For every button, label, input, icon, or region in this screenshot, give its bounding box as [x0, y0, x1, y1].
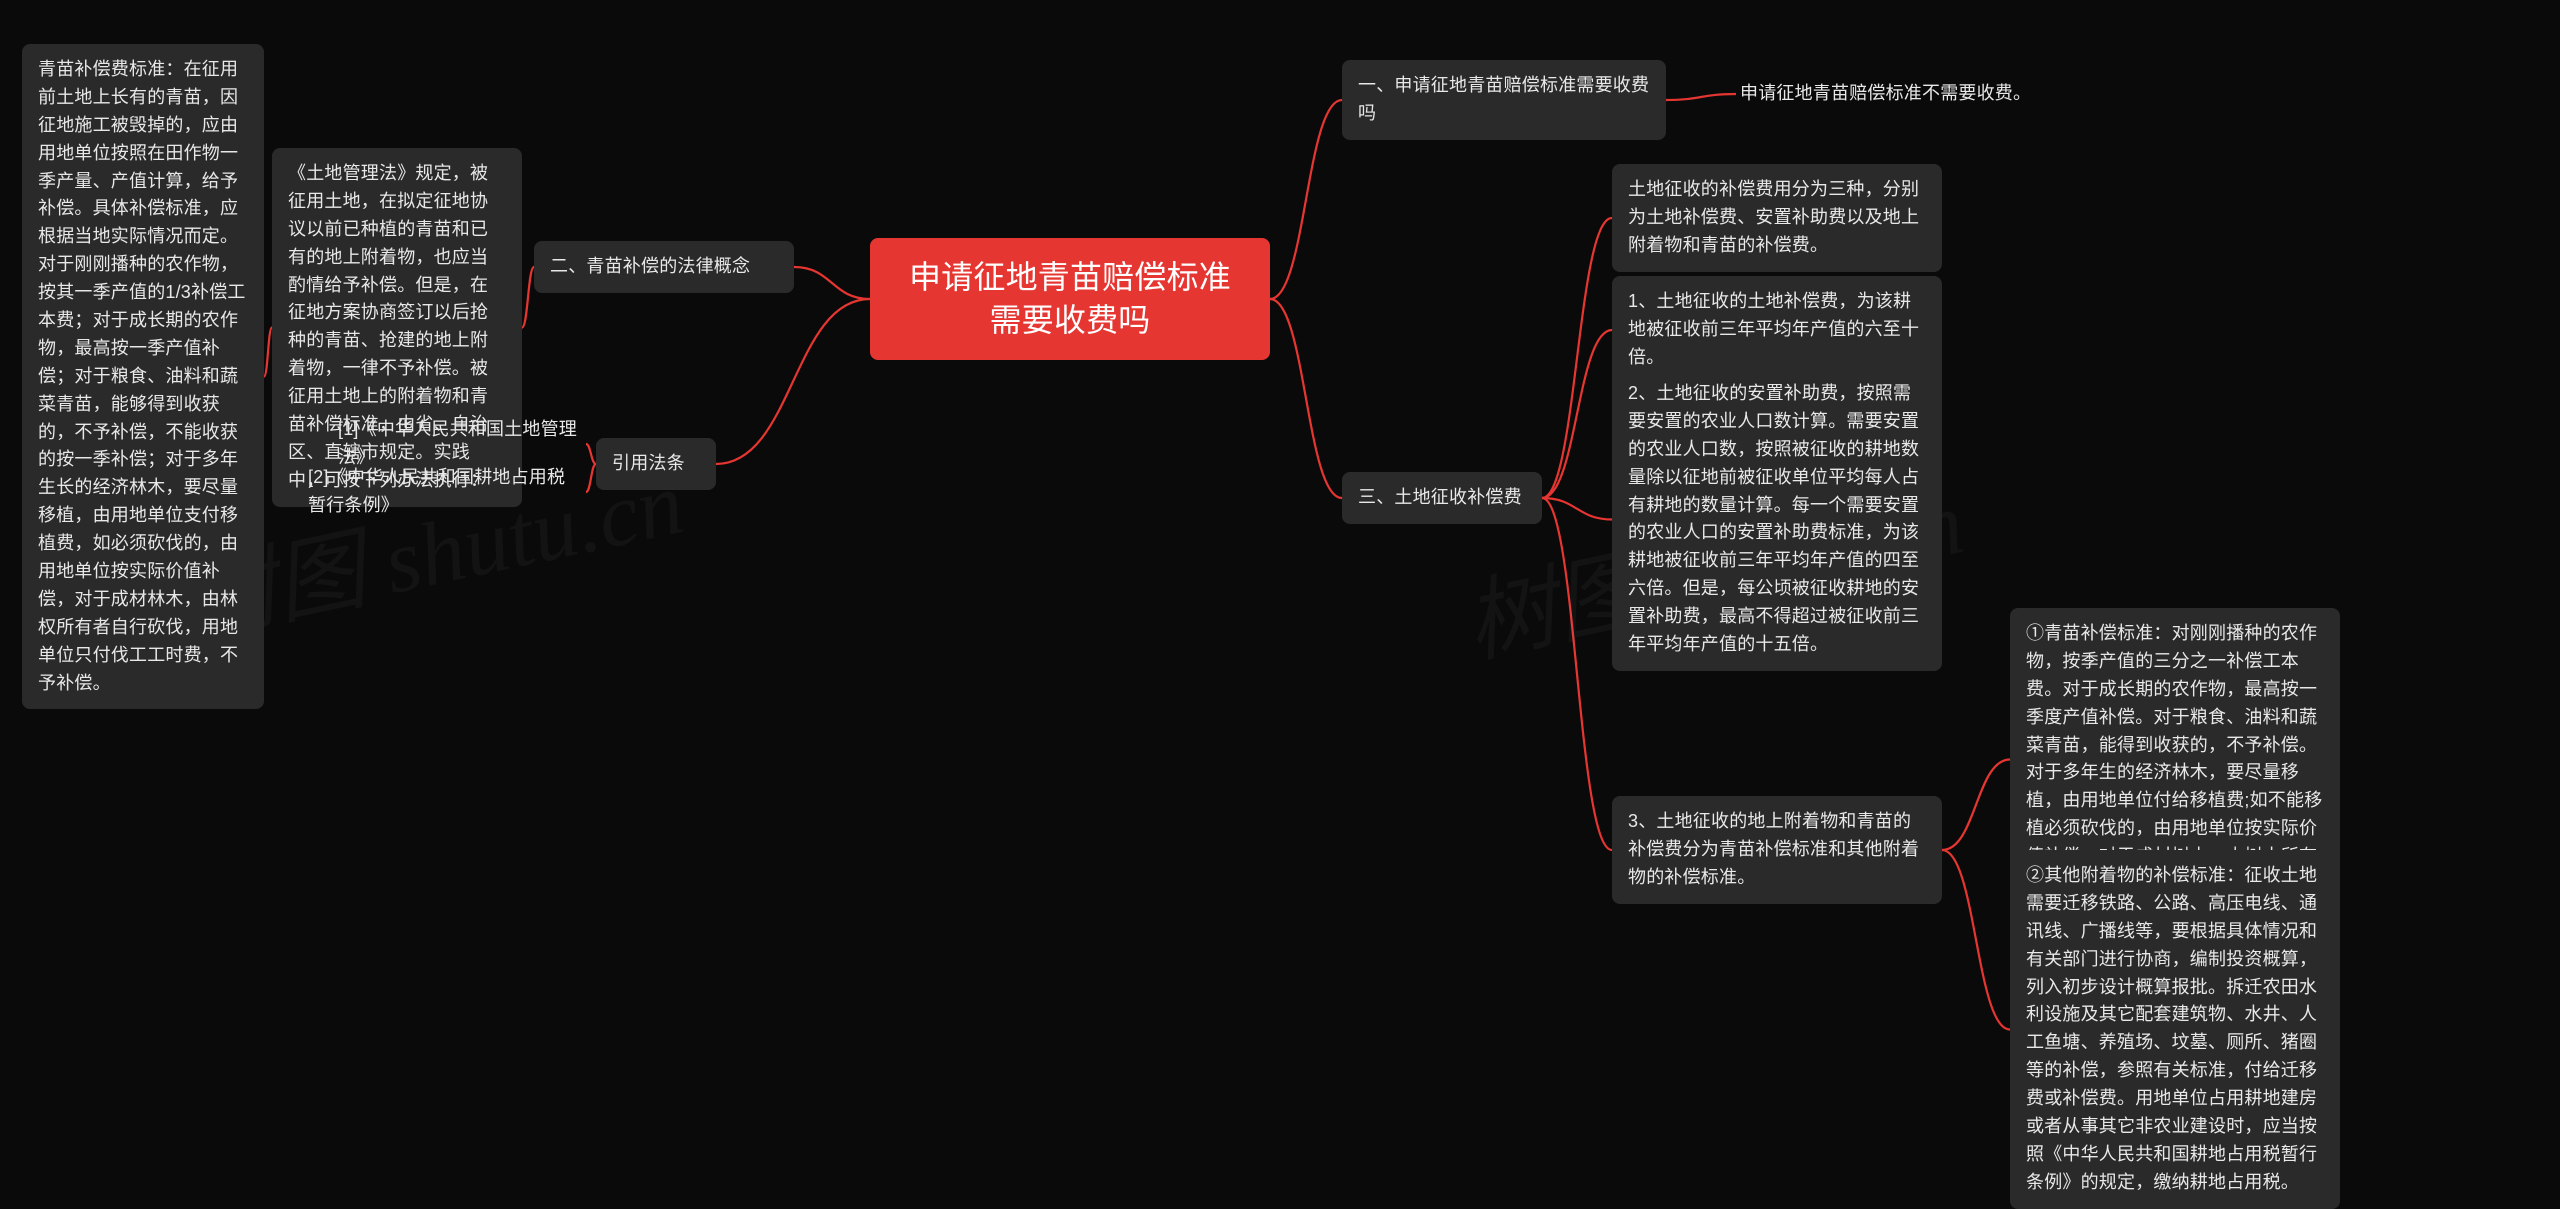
edge — [716, 299, 870, 464]
edge — [586, 464, 596, 492]
mindmap-canvas: 树图 shutu.cn 树图 shutu.cn 申请征地青苗赔偿标准需要收费吗 … — [0, 0, 2560, 1171]
node-citation-2[interactable]: [2]《中华人民共和国耕地占用税暂行条例》 — [304, 458, 586, 526]
node-comp-other-std[interactable]: ②其他附着物的补偿标准：征收土地需要迁移铁路、公路、高压电线、通讯线、广播线等，… — [2010, 850, 2340, 1209]
edge — [1942, 850, 2010, 1030]
node-comp-resettle[interactable]: 2、土地征收的安置补助费，按照需要安置的农业人口数计算。需要安置的农业人口数，按… — [1612, 368, 1942, 671]
node-answer-fee[interactable]: 申请征地青苗赔偿标准不需要收费。 — [1736, 74, 2036, 114]
edge — [1270, 299, 1342, 498]
edge — [586, 444, 596, 464]
node-compensation[interactable]: 三、土地征收补偿费 — [1342, 472, 1542, 524]
node-citation[interactable]: 引用法条 — [596, 438, 716, 490]
edge — [264, 328, 272, 377]
root-node[interactable]: 申请征地青苗赔偿标准需要收费吗 — [870, 238, 1270, 360]
edge — [794, 267, 870, 299]
node-question-fee[interactable]: 一、申请征地青苗赔偿标准需要收费吗 — [1342, 60, 1666, 140]
node-legal-concept[interactable]: 二、青苗补偿的法律概念 — [534, 241, 794, 293]
edge — [1942, 760, 2010, 851]
node-comp-attachments[interactable]: 3、土地征收的地上附着物和青苗的补偿费分为青苗补偿标准和其他附着物的补偿标准。 — [1612, 796, 1942, 904]
edge — [1542, 330, 1612, 498]
edge — [1542, 498, 1612, 850]
edge — [1542, 498, 1612, 520]
edge — [1666, 94, 1736, 100]
edge — [522, 267, 534, 328]
node-comp-types[interactable]: 土地征收的补偿费用分为三种，分别为土地补偿费、安置补助费以及地上附着物和青苗的补… — [1612, 164, 1942, 272]
edge — [1270, 100, 1342, 299]
edge — [1542, 218, 1612, 498]
node-seedling-standard[interactable]: 青苗补偿费标准：在征用前土地上长有的青苗，因征地施工被毁掉的，应由用地单位按照在… — [22, 44, 264, 709]
